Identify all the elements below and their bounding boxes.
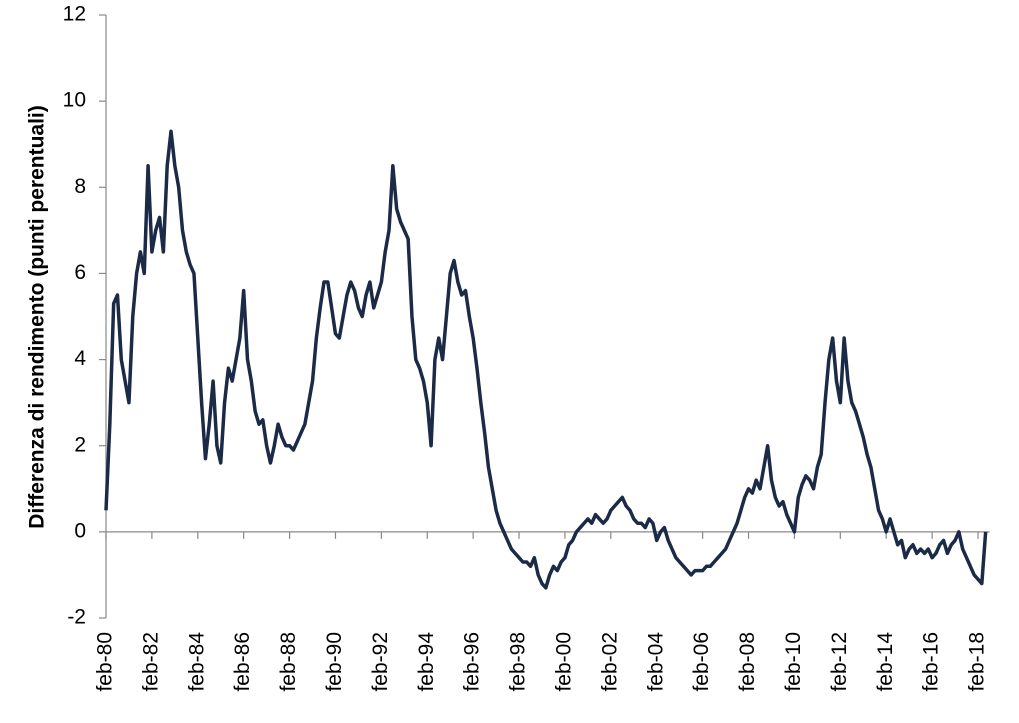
x-tick-label: feb-88 (277, 632, 300, 692)
x-tick-label: feb-08 (736, 632, 759, 692)
x-tick-label: feb-00 (552, 632, 575, 692)
x-tick-label: feb-16 (920, 632, 943, 692)
x-tick-label: feb-02 (598, 632, 621, 692)
y-tick-label: 10 (63, 89, 86, 112)
y-tick-label: 4 (74, 347, 86, 370)
x-tick-label: feb-04 (644, 632, 667, 692)
x-tick-label: feb-98 (507, 632, 530, 692)
x-tick-label: feb-18 (966, 632, 989, 692)
x-tick-label: feb-80 (94, 632, 117, 692)
x-tick-label: feb-10 (782, 632, 805, 692)
y-axis-label: Differenza di rendimento (punti perentua… (26, 105, 49, 529)
x-tick-label: feb-84 (185, 632, 208, 692)
x-tick-label: feb-86 (231, 632, 254, 692)
x-tick-label: feb-90 (323, 632, 346, 692)
y-tick-label: 8 (74, 175, 86, 198)
x-tick-label: feb-92 (369, 632, 392, 692)
y-tick-label: 12 (63, 3, 86, 26)
x-tick-label: feb-14 (874, 632, 897, 692)
data-line (104, 129, 988, 590)
y-tick-label: 0 (74, 519, 86, 542)
y-tick-label: 6 (74, 261, 86, 284)
y-tick-label: 2 (74, 433, 86, 456)
y-tick-label: -2 (67, 606, 86, 629)
x-tick-label: feb-12 (828, 632, 851, 692)
x-tick-label: feb-82 (139, 632, 162, 692)
x-tick-label: feb-94 (415, 632, 438, 692)
x-tick-label: feb-06 (690, 632, 713, 692)
x-tick-label: feb-96 (461, 632, 484, 692)
